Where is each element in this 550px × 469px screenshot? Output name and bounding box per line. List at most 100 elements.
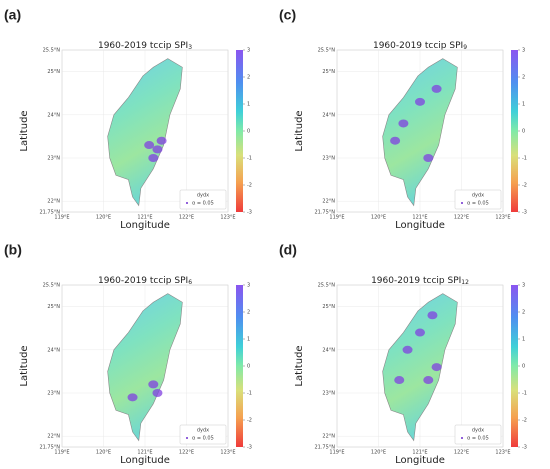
colorbar-tick-label: -2 <box>522 418 527 424</box>
panel-label: (d) <box>279 242 297 258</box>
x-tick-label: 122°E <box>179 215 194 221</box>
colorbar-tick-label: -3 <box>247 210 252 216</box>
island <box>382 58 458 207</box>
significance-cluster <box>423 376 434 385</box>
colorbar <box>511 285 518 447</box>
significance-cluster <box>156 136 167 145</box>
x-tick-label: 122°E <box>454 450 469 456</box>
colorbar-tick-label: 1 <box>247 102 250 108</box>
y-tick-label: 21.75°N <box>314 210 335 216</box>
significance-cluster <box>148 380 159 389</box>
y-tick-label: 23°N <box>322 391 335 397</box>
colorbar-tick-label: 3 <box>522 48 525 54</box>
title-subscript: 6 <box>188 279 192 286</box>
colorbar-tick-label: 0 <box>522 129 525 135</box>
colorbar-tick-label: 0 <box>247 129 250 135</box>
legend <box>454 424 502 445</box>
significance-cluster <box>431 363 442 372</box>
y-tick-label: 25.5°N <box>43 283 61 289</box>
map-panel: (d) 1960-2019 tccip SPI12 119°E 120°E 121°E 1… <box>279 242 527 466</box>
significance-cluster <box>398 119 409 128</box>
panel-title: 1960-2019 tccip SPI3 <box>98 41 192 51</box>
colorbar-tick-label: 0 <box>247 364 250 370</box>
y-tick-label: 22°N <box>322 434 335 440</box>
y-tick-label: 25°N <box>322 304 335 310</box>
significance-cluster <box>394 376 405 385</box>
x-tick-label: 123°E <box>220 215 235 221</box>
x-tick-label: 123°E <box>495 215 510 221</box>
legend-label: α = 0.05 <box>192 201 214 207</box>
title-text: 1960-2019 tccip SPI <box>371 276 461 286</box>
title-text: 1960-2019 tccip SPI <box>98 41 188 51</box>
y-tick-label: 22°N <box>322 199 335 205</box>
title-subscript: 3 <box>188 44 192 51</box>
y-tick-label: 25°N <box>47 304 60 310</box>
panel-label: (c) <box>279 7 296 23</box>
title-text: 1960-2019 tccip SPI <box>98 276 188 286</box>
significance-cluster <box>127 393 138 402</box>
legend-label: α = 0.05 <box>467 201 489 207</box>
x-tick-label: 123°E <box>220 450 235 456</box>
y-tick-label: 21.75°N <box>39 445 60 451</box>
title-text: 1960-2019 tccip SPI <box>373 41 463 51</box>
colorbar-tick-label: 1 <box>247 337 250 343</box>
colorbar <box>511 50 518 212</box>
x-tick-label: 119°E <box>329 450 344 456</box>
legend-marker <box>186 202 188 204</box>
colorbar-tick-label: -1 <box>522 156 527 162</box>
y-tick-label: 25.5°N <box>43 48 61 54</box>
x-tick-label: 122°E <box>179 450 194 456</box>
y-tick-label: 22°N <box>47 199 60 205</box>
x-axis-label: Longitude <box>395 455 445 466</box>
legend <box>179 189 227 210</box>
y-tick-label: 24°N <box>322 347 335 353</box>
legend-marker <box>461 202 463 204</box>
panel-title: 1960-2019 tccip SPI6 <box>98 276 192 286</box>
colorbar <box>236 285 243 447</box>
colorbar-tick-label: -1 <box>247 391 252 397</box>
x-axis-label: Longitude <box>120 220 170 231</box>
x-tick-label: 120°E <box>371 215 386 221</box>
legend-title: dydx <box>472 428 484 434</box>
colorbar-tick-label: 2 <box>522 75 525 81</box>
x-tick-label: 120°E <box>96 450 111 456</box>
significance-cluster <box>423 154 434 162</box>
significance-cluster <box>152 145 163 154</box>
y-axis-label: Latitude <box>294 110 305 151</box>
significance-cluster <box>415 97 425 106</box>
y-tick-label: 24°N <box>47 112 60 118</box>
y-axis-label: Latitude <box>19 110 30 151</box>
colorbar-tick-label: -1 <box>522 391 527 397</box>
colorbar-tick-label: -3 <box>522 210 527 216</box>
significance-cluster <box>152 389 163 397</box>
x-tick-label: 121°E <box>412 450 427 456</box>
y-tick-label: 24°N <box>322 112 335 118</box>
legend-marker <box>461 437 463 439</box>
panel-title: 1960-2019 tccip SPI12 <box>371 276 469 286</box>
x-tick-label: 121°E <box>137 215 152 221</box>
title-subscript: 9 <box>463 44 467 51</box>
y-axis-label: Latitude <box>19 345 30 386</box>
colorbar-tick-label: 1 <box>522 102 525 108</box>
colorbar-tick-label: 2 <box>522 310 525 316</box>
significance-cluster <box>431 84 442 93</box>
x-tick-label: 119°E <box>329 215 344 221</box>
x-tick-label: 120°E <box>96 215 111 221</box>
significance-cluster <box>415 328 425 337</box>
legend-title: dydx <box>472 193 484 199</box>
y-tick-label: 23°N <box>322 156 335 162</box>
colorbar-tick-label: -1 <box>247 156 252 162</box>
colorbar-tick-label: -2 <box>247 418 252 424</box>
x-tick-label: 122°E <box>454 215 469 221</box>
colorbar-tick-label: 2 <box>247 310 250 316</box>
legend-title: dydx <box>197 193 209 199</box>
significance-cluster <box>144 141 155 150</box>
significance-cluster <box>402 345 413 354</box>
title-subscript: 12 <box>461 279 469 286</box>
y-tick-label: 22°N <box>47 434 60 440</box>
x-tick-label: 120°E <box>371 450 386 456</box>
